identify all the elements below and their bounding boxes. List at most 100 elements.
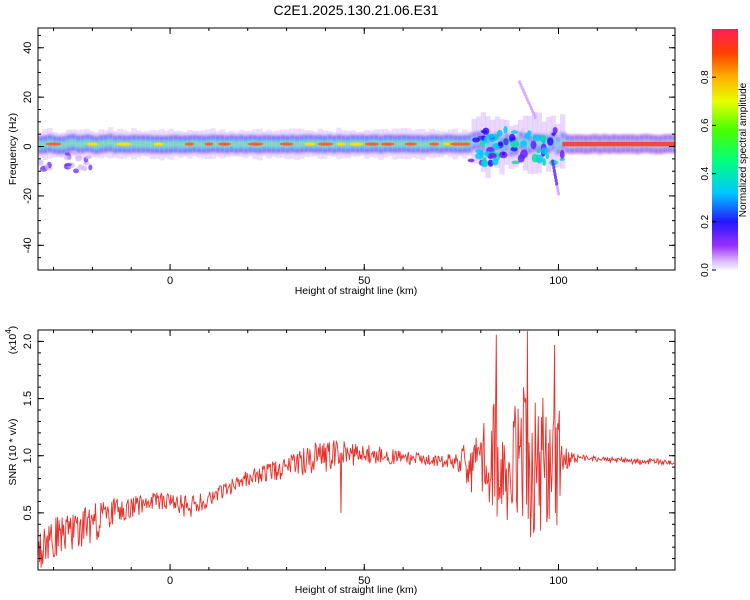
- spectrogram-haze: [555, 123, 561, 168]
- colorbar-tick-label: 0.6: [700, 118, 711, 132]
- spectrogram-haze: [103, 130, 109, 158]
- spectrogram-blob: [485, 133, 495, 139]
- spectrogram-blob: [541, 140, 546, 144]
- spectrogram-haze: [177, 131, 184, 158]
- spectrogram-blob: [38, 159, 44, 166]
- spectrogram-blob: [497, 141, 504, 147]
- spectrogram-blob: [547, 137, 554, 146]
- spectrogram-tail: [555, 181, 559, 186]
- spectrogram-blob: [508, 133, 516, 143]
- spectrogram-haze: [229, 130, 235, 157]
- spectrogram-band-core: [275, 142, 281, 147]
- spectrogram-blob: [44, 163, 49, 170]
- colorbar-ticks: 0.0 0.2 0.4 0.6 0.8: [700, 70, 716, 277]
- spectrogram-tail: [555, 185, 559, 190]
- spectrogram-hotspot: [304, 142, 316, 146]
- spectrogram-band-core: [243, 142, 249, 147]
- spectrogram-blob: [510, 130, 519, 134]
- spectrogram-blob: [503, 126, 508, 134]
- spectrogram-blob: [510, 140, 520, 148]
- spectrogram-haze: [56, 133, 62, 158]
- spectrogram-haze: [238, 130, 244, 158]
- spectrogram-band-core: [312, 142, 319, 147]
- spectrogram-band-core: [294, 142, 300, 147]
- spectrogram-xtick-label: 50: [358, 275, 370, 287]
- spectrogram-band-core: [299, 141, 305, 146]
- spectrogram-ytick-label: 20: [22, 91, 34, 103]
- spectrogram-blob: [541, 147, 549, 155]
- spectrogram-blob: [545, 153, 550, 159]
- spectrogram-blob: [73, 168, 80, 174]
- spectrogram-haze: [79, 129, 86, 159]
- colorbar-label: Normalized spectral amplitude: [738, 82, 749, 217]
- spectrogram-haze: [420, 128, 426, 160]
- spectrogram-haze: [424, 131, 431, 158]
- spectrogram-band-core: [392, 142, 398, 146]
- spectrogram-hotspot: [45, 142, 62, 146]
- spectrogram-haze: [396, 128, 403, 159]
- spectrogram-band-core: [38, 142, 44, 147]
- spectrogram-band-core: [345, 142, 351, 147]
- spectrogram-tail: [556, 191, 561, 196]
- spectrogram-haze: [560, 114, 566, 169]
- colorbar-gradient: [712, 29, 738, 270]
- spectrogram-ytick-label: 0: [22, 143, 34, 149]
- spectrogram-band-core: [415, 141, 421, 146]
- spectrogram-haze: [163, 130, 170, 159]
- spectrogram-blob: [480, 149, 484, 159]
- spectrogram-haze: [536, 112, 542, 174]
- spectrogram-haze: [275, 130, 281, 159]
- spectrogram-ytick-label: 40: [22, 42, 34, 54]
- spectrogram-haze: [140, 131, 146, 157]
- spectrogram-blob: [491, 158, 499, 166]
- spectrogram-haze: [345, 130, 351, 159]
- spectrogram-tail: [556, 188, 560, 193]
- spectrogram-band-core: [112, 142, 118, 147]
- snr-xtick-label: 50: [358, 575, 370, 587]
- spectrogram-band-core: [261, 141, 267, 146]
- spectrogram-blob: [503, 138, 509, 146]
- spectrogram-haze: [107, 127, 114, 159]
- spectrogram-haze: [70, 129, 76, 157]
- spectrogram-band-core: [424, 142, 431, 147]
- spectrogram-band-core: [145, 141, 151, 146]
- colorbar: 0.0 0.2 0.4 0.6 0.8 Normalized spectral ampl…: [700, 29, 749, 277]
- spectrogram-band-core: [266, 142, 272, 147]
- spectrogram-panel: 0 50 100 -40 -20 0 20 40 Height of straight lin…: [7, 27, 749, 297]
- spectrogram-band-core: [70, 140, 76, 145]
- spectrogram-band-core: [201, 142, 207, 147]
- spectrogram-haze: [312, 131, 319, 157]
- spectrogram-haze: [261, 131, 267, 157]
- spectrogram-haze: [271, 131, 277, 157]
- spectrogram-haze: [490, 119, 496, 166]
- snr-xlabel: Height of straight line (km): [295, 584, 418, 596]
- spectrogram-blob: [64, 163, 72, 167]
- spectrogram-band-core: [271, 142, 277, 147]
- spectrogram-blob: [84, 155, 93, 160]
- spectrogram-plot-frame: [37, 27, 676, 271]
- spectrogram-ytick-label: -40: [22, 237, 34, 253]
- spectrogram-band-core: [93, 143, 100, 148]
- spectrogram-haze: [294, 128, 300, 161]
- spectrogram-band-core: [135, 142, 142, 147]
- spectrogram-blob: [531, 153, 539, 163]
- spectrogram-haze: [401, 128, 407, 160]
- spectrogram-band-core: [168, 142, 174, 147]
- snr-scale-exponent: 4: [4, 329, 13, 334]
- spectrogram-band-core: [140, 141, 146, 146]
- snr-scale-label: (x104): [4, 326, 19, 354]
- spectrogram-hotspot: [153, 142, 164, 146]
- spectrogram-haze: [438, 131, 445, 158]
- spectrogram-haze: [299, 128, 305, 160]
- spectrogram-hotspot: [364, 142, 380, 146]
- spectrogram-band-core: [396, 141, 403, 146]
- snr-ytick-label: 2.0: [22, 334, 34, 349]
- spectrogram-haze: [42, 129, 48, 160]
- spectrogram-band-core: [65, 141, 72, 146]
- spectrogram-haze: [168, 128, 174, 160]
- spectrogram-ytick-label: -20: [22, 188, 34, 204]
- spectrogram-blob: [517, 154, 525, 163]
- spectrogram-haze: [93, 132, 100, 158]
- spectrogram-band-core: [401, 141, 407, 146]
